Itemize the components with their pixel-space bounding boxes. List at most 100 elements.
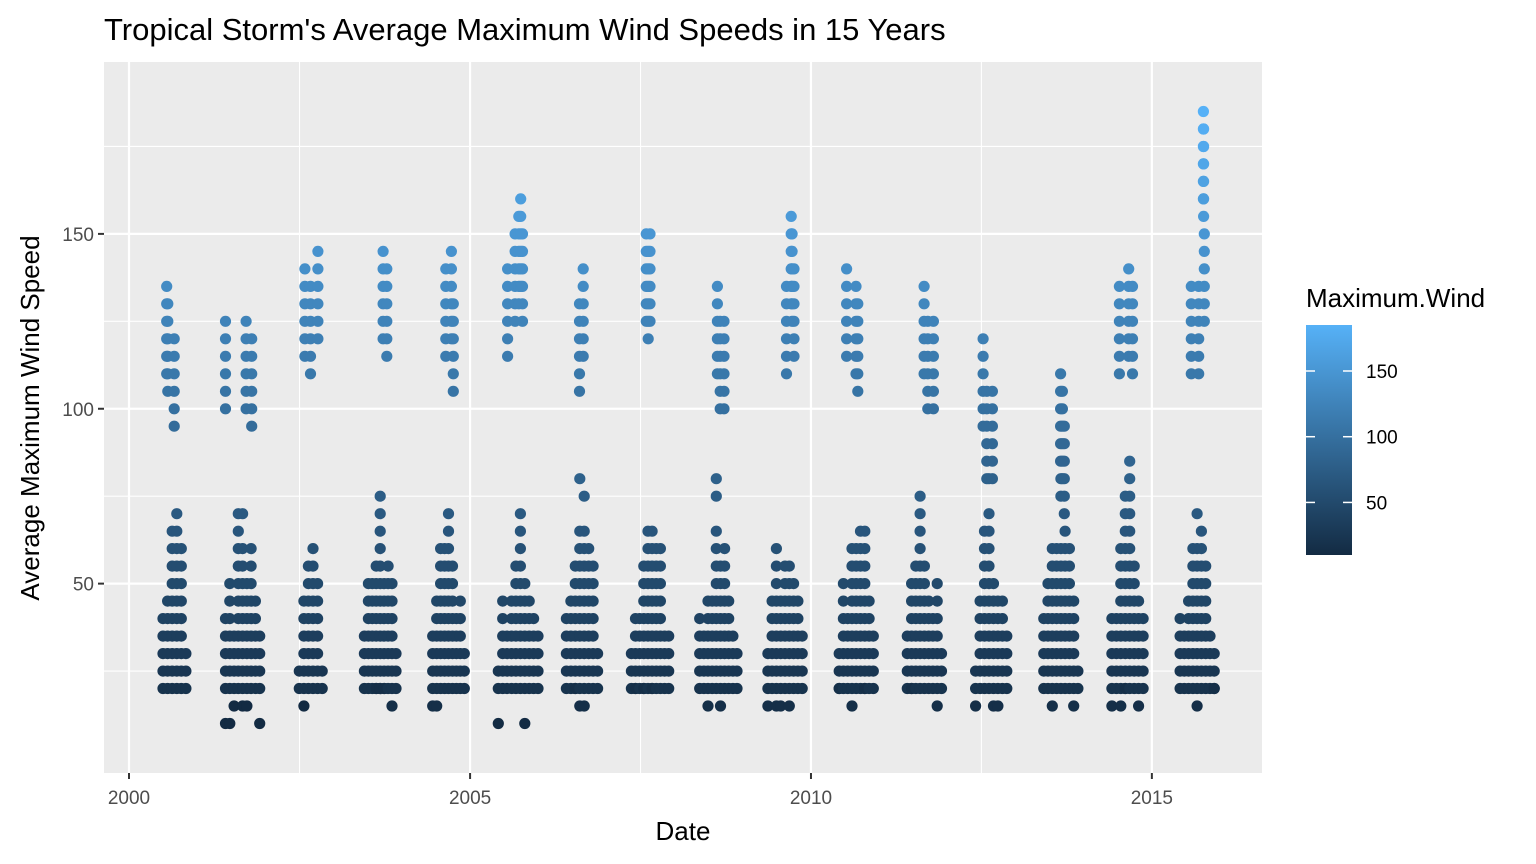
data-point <box>386 630 398 642</box>
data-point <box>986 455 999 467</box>
data-point <box>516 315 529 327</box>
data-point <box>918 280 930 292</box>
data-point <box>312 648 324 660</box>
data-point <box>931 578 943 590</box>
data-point <box>1124 473 1136 485</box>
data-point <box>1133 700 1145 712</box>
data-point <box>996 613 1009 625</box>
data-point <box>516 245 529 257</box>
data-point <box>1198 315 1210 327</box>
data-point <box>577 263 589 275</box>
data-point <box>723 595 735 607</box>
data-point <box>578 525 590 537</box>
data-point <box>168 368 180 380</box>
data-point <box>587 613 599 625</box>
data-point <box>711 298 724 310</box>
data-point <box>644 228 656 240</box>
data-point <box>519 717 531 730</box>
data-point <box>841 350 853 362</box>
data-point <box>1113 315 1125 327</box>
data-point <box>762 700 774 712</box>
data-point <box>1195 543 1207 555</box>
data-point <box>719 543 731 555</box>
data-point <box>1124 490 1136 502</box>
data-point <box>914 525 926 537</box>
data-point <box>381 315 393 327</box>
data-point <box>1068 595 1080 607</box>
data-point <box>246 350 258 362</box>
data-point <box>304 368 317 380</box>
data-point <box>224 595 236 607</box>
data-point <box>528 613 540 625</box>
data-point <box>519 578 531 590</box>
data-point <box>1126 368 1139 380</box>
data-point <box>374 525 386 537</box>
data-point <box>316 682 328 695</box>
data-point <box>390 665 402 677</box>
data-point <box>516 263 529 275</box>
data-point <box>298 700 310 712</box>
data-point <box>1126 350 1139 362</box>
data-point <box>307 560 319 572</box>
data-point <box>1128 560 1140 572</box>
data-point <box>859 525 871 537</box>
data-point <box>1126 333 1139 345</box>
data-point <box>180 682 192 695</box>
data-point <box>312 263 324 275</box>
data-point <box>783 560 795 572</box>
data-point <box>245 560 257 572</box>
data-point <box>180 648 192 660</box>
data-point <box>381 280 393 292</box>
data-point <box>837 595 850 607</box>
data-point <box>254 682 266 695</box>
data-point <box>382 560 394 572</box>
data-point <box>1058 490 1070 502</box>
data-point <box>867 682 879 695</box>
data-point <box>299 263 311 275</box>
legend-ticks: 50 100 150 <box>1306 362 1398 514</box>
data-point <box>458 648 470 660</box>
data-point <box>445 280 457 292</box>
legend-colorbar <box>1306 325 1352 555</box>
data-point <box>850 280 862 292</box>
data-point <box>1191 508 1203 520</box>
data-point <box>786 245 798 257</box>
data-point <box>381 263 393 275</box>
data-point <box>646 525 658 537</box>
x-tick-label: 2000 <box>108 788 150 809</box>
data-point <box>983 543 995 555</box>
data-point <box>644 263 656 275</box>
data-point <box>312 280 324 292</box>
data-point <box>254 717 266 730</box>
data-point <box>249 613 261 625</box>
data-point <box>1137 613 1149 625</box>
data-point <box>175 543 187 555</box>
data-points <box>157 105 1220 730</box>
data-point <box>1198 158 1210 170</box>
data-point <box>514 525 527 537</box>
data-point <box>841 280 853 292</box>
axes: 50 100 150 2000 2005 2010 2015 <box>62 225 1173 809</box>
data-point <box>927 315 940 327</box>
data-point <box>702 700 714 712</box>
data-point <box>1124 525 1136 537</box>
data-point <box>240 315 252 327</box>
data-point <box>171 525 183 537</box>
data-point <box>918 560 931 572</box>
data-point <box>931 595 943 607</box>
data-point <box>852 315 864 327</box>
data-point <box>1137 665 1149 677</box>
data-point <box>663 630 675 642</box>
data-point <box>1063 560 1075 572</box>
data-point <box>245 578 257 590</box>
data-point <box>587 595 599 607</box>
data-point <box>914 508 926 520</box>
data-point <box>918 578 931 590</box>
data-point <box>1059 525 1071 537</box>
data-point <box>431 700 443 712</box>
data-point <box>381 333 393 345</box>
data-point <box>516 228 529 240</box>
data-point <box>642 333 654 345</box>
data-point <box>592 648 604 660</box>
data-point <box>246 368 258 380</box>
